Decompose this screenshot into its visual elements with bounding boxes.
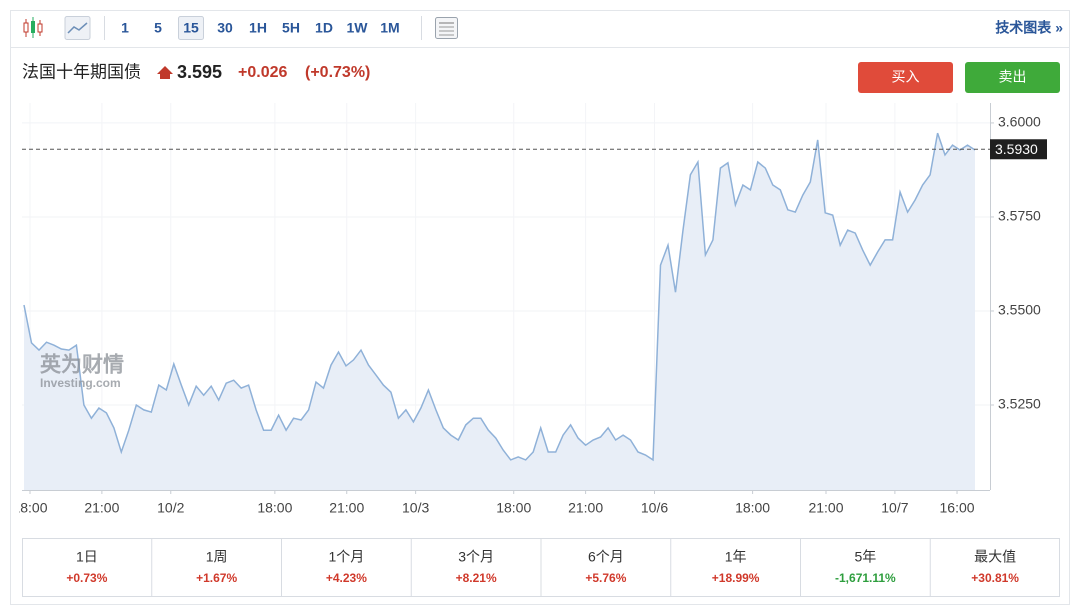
interval[interactable]: 30 xyxy=(217,20,233,36)
period-label[interactable]: 6个月 xyxy=(588,549,624,565)
interval[interactable]: 1D xyxy=(315,20,333,36)
technical-chart-link[interactable]: 技术图表 » xyxy=(995,20,1063,36)
price-line xyxy=(23,132,976,462)
x-tick-label: 10/2 xyxy=(157,500,184,516)
table-icon[interactable] xyxy=(435,17,458,39)
x-tick-label: 10/7 xyxy=(881,500,908,516)
period-change[interactable]: -1,671.11% xyxy=(835,571,896,585)
x-tick-label: 18:00 xyxy=(735,500,770,516)
watermark-name: 英为财情 xyxy=(40,353,124,377)
period-label[interactable]: 1周 xyxy=(206,549,228,565)
x-tick-labels: 18:00 21:00 10/2 18:00 21:00 10/3 18:00 21:00 10… xyxy=(12,500,975,516)
y-tick-label: 3.6000 xyxy=(998,114,1041,130)
x-tick-label: 10/6 xyxy=(641,500,668,516)
period-change[interactable]: +0.73% xyxy=(66,571,107,585)
up-arrow xyxy=(157,66,173,79)
sell-label[interactable]: 卖出 xyxy=(999,69,1027,85)
interval[interactable]: 5 xyxy=(154,20,162,36)
performance-table: 1日 +0.73% 1周 +1.67% 1个月 +4.23% 3个月 +8.21% 6个月 +5.… xyxy=(22,538,1060,597)
x-tick-label: 21:00 xyxy=(329,500,364,516)
area-icon[interactable] xyxy=(64,16,91,40)
interval[interactable]: 15 xyxy=(183,20,199,36)
candle-icon[interactable] xyxy=(23,17,43,38)
sell-button[interactable] xyxy=(965,62,1060,93)
buy-label[interactable]: 买入 xyxy=(892,69,920,85)
x-tick-label: 18:00 xyxy=(496,500,531,516)
watermark-site: Investing.com xyxy=(40,376,121,390)
y-tick-label: 3.5750 xyxy=(998,208,1041,224)
y-tick-label: 3.5250 xyxy=(998,396,1041,412)
period-change[interactable]: +8.21% xyxy=(456,571,497,585)
interval[interactable]: 1W xyxy=(347,20,369,36)
period-label[interactable]: 最大值 xyxy=(974,549,1016,565)
current-price-label: 3.5930 xyxy=(995,141,1038,157)
period-change[interactable]: +5.76% xyxy=(585,571,626,585)
y-tick-label: 3.5500 xyxy=(998,302,1041,318)
change-percent: (+0.73%) xyxy=(305,64,370,81)
x-tick-label: 21:00 xyxy=(568,500,603,516)
price: 3.595 xyxy=(177,62,222,82)
interval[interactable]: 1H xyxy=(249,20,267,36)
period-label[interactable]: 1个月 xyxy=(328,549,364,565)
period-change[interactable]: +18.99% xyxy=(712,571,760,585)
interval[interactable]: 5H xyxy=(282,20,300,36)
change: +0.026 xyxy=(238,64,287,81)
area-fill xyxy=(24,133,975,490)
x-tick-label: 21:00 xyxy=(84,500,119,516)
period-label[interactable]: 3个月 xyxy=(458,549,494,565)
instrument-name: 法国十年期国债 xyxy=(22,62,141,81)
period-change[interactable]: +4.23% xyxy=(326,571,367,585)
x-tick-label: 18:00 xyxy=(257,500,292,516)
period-change[interactable]: +1.67% xyxy=(196,571,237,585)
x-tick-label: 10/3 xyxy=(402,500,429,516)
x-tick-label: 21:00 xyxy=(808,500,843,516)
interval-selected[interactable] xyxy=(178,16,204,40)
period-change[interactable]: +30.81% xyxy=(971,571,1019,585)
interval[interactable]: 1M xyxy=(380,20,399,36)
buy-button[interactable] xyxy=(858,62,953,93)
interval[interactable]: 1 xyxy=(121,20,129,36)
x-tick-label: 16:00 xyxy=(940,500,975,516)
x-tick-label: 18:00 xyxy=(12,500,47,516)
period-label[interactable]: 5年 xyxy=(854,549,876,565)
current-price-box xyxy=(990,139,1047,160)
period-label[interactable]: 1日 xyxy=(76,549,98,565)
period-label[interactable]: 1年 xyxy=(725,549,747,565)
